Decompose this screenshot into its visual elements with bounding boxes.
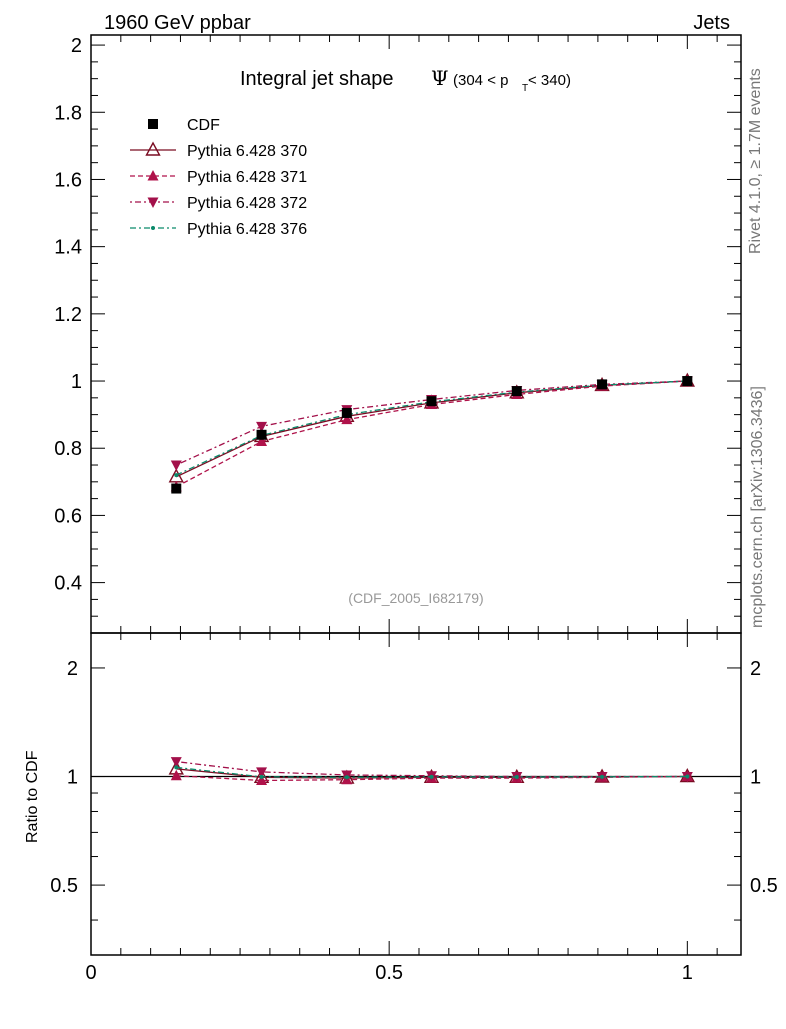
data-point [170, 460, 182, 472]
legend-label: CDF [187, 117, 220, 134]
header-left: 1960 GeV ppbar [104, 12, 251, 34]
legend-label: Pythia 6.428 376 [187, 221, 307, 238]
legend-label: Pythia 6.428 370 [187, 143, 307, 160]
main-y-tick-label: 1.4 [54, 237, 82, 259]
main-y-tick-label: 1 [71, 371, 82, 393]
data-point [171, 483, 182, 494]
chart-title-text: Integral jet shape [240, 68, 393, 90]
chart-title-symbol: Ψ [431, 66, 449, 90]
main-y-tick-label: 1.8 [54, 102, 82, 124]
ratio-data-point [685, 774, 690, 779]
series-pythia-6-428-371 [170, 375, 693, 492]
main-y-tick-label: 0.6 [54, 505, 82, 527]
chart-title-range-open: (304 < p [453, 72, 508, 89]
rivet-label: Rivet 4.1.0, ≥ 1.7M events [747, 68, 764, 254]
legend-entry: Pythia 6.428 376 [130, 221, 307, 238]
main-y-tick-label: 0.8 [54, 438, 82, 460]
ratio-y-tick-label-right: 2 [750, 658, 761, 680]
ratio-data-point [514, 774, 519, 779]
data-point [597, 379, 608, 390]
legend-entry: Pythia 6.428 371 [130, 169, 307, 186]
data-point [341, 407, 352, 418]
series-pythia-6-428-372 [170, 376, 693, 472]
legend-marker [151, 226, 155, 230]
main-plot-area [168, 372, 696, 494]
ratio-plot-area [91, 757, 741, 785]
data-point [682, 376, 693, 387]
data-point [511, 386, 522, 397]
chart-title-range-close: < 340) [528, 72, 571, 89]
legend-marker [147, 170, 159, 181]
data-point [174, 473, 179, 478]
ratio-data-point [170, 769, 182, 781]
data-point [426, 396, 437, 407]
data-point [256, 435, 268, 447]
x-tick-label: 1 [682, 962, 693, 984]
legend-entry: Pythia 6.428 370 [130, 141, 307, 160]
main-y-tick-label: 1.2 [54, 304, 82, 326]
ratio-axis-ticks: 0.5 0.5 1 1 2 2 0 0.5 1 [50, 633, 778, 984]
main-y-tick-label: 2 [71, 35, 82, 57]
ratio-series-pythia-6-428-376 [174, 765, 690, 780]
ratio-data-point [600, 774, 605, 779]
ratio-y-tick-label-left: 1 [67, 767, 78, 789]
series-pythia-6-428-370 [168, 372, 696, 483]
ratio-data-point [344, 775, 349, 780]
legend-label: Pythia 6.428 372 [187, 195, 307, 212]
legend-entry: Pythia 6.428 372 [130, 195, 307, 212]
ratio-data-point [256, 774, 268, 785]
legend-entry: CDF [148, 117, 220, 134]
ratio-data-point [256, 767, 268, 778]
ratio-data-point [174, 765, 179, 770]
data-point [256, 421, 268, 433]
ratio-y-tick-label-left: 0.5 [50, 875, 78, 897]
header-right: Jets [693, 12, 730, 34]
legend-label: Pythia 6.428 371 [187, 169, 307, 186]
legend: CDF Pythia 6.428 370 Pythia 6.428 371 Pythi… [130, 117, 307, 238]
main-y-tick-label: 1.6 [54, 169, 82, 191]
legend-marker [147, 197, 159, 208]
main-y-tick-label: 0.4 [54, 573, 82, 595]
ratio-y-tick-label-right: 1 [750, 767, 761, 789]
ratio-data-point [259, 774, 264, 779]
x-tick-label: 0 [85, 962, 96, 984]
data-point [341, 413, 353, 425]
ratio-data-point [170, 757, 182, 768]
series-cdf [171, 376, 693, 494]
x-tick-label: 0.5 [375, 962, 403, 984]
legend-marker [145, 141, 161, 156]
ratio-y-tick-label-right: 0.5 [750, 875, 778, 897]
chart-title-range-sub: T [522, 83, 528, 94]
series-line [176, 380, 688, 466]
ratio-frame [90, 632, 742, 956]
chart-title: Integral jet shape Ψ (304 < p T < 340) [240, 66, 571, 94]
series-pythia-6-428-376 [174, 379, 690, 478]
main-axis-ticks: 0.4 0.6 0.8 1 1.2 1.4 1.6 1.8 2 [54, 35, 741, 633]
mcplots-label: mcplots.cern.ch [arXiv:1306.3436] [749, 386, 766, 628]
ratio-y-tick-label-left: 2 [67, 658, 78, 680]
data-point [256, 429, 267, 440]
ratio-ylabel: Ratio to CDF [24, 750, 41, 843]
legend-marker [148, 119, 158, 129]
analysis-watermark: (CDF_2005_I682179) [348, 590, 483, 606]
ratio-data-point [429, 774, 434, 779]
